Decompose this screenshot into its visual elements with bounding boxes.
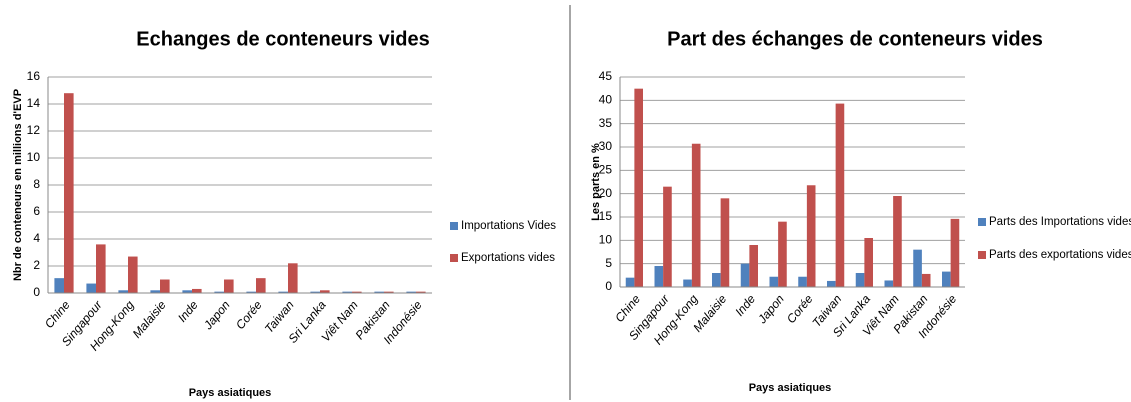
- bar: [246, 291, 256, 293]
- y-tick-label: 16: [27, 69, 41, 83]
- bar: [806, 185, 816, 287]
- x-tick-label: Inde: [732, 292, 758, 319]
- bar: [712, 273, 721, 287]
- legend-swatch: [450, 254, 458, 262]
- y-tick-label: 14: [27, 96, 41, 110]
- legend-label: Exportations vides: [461, 252, 555, 264]
- x-axis-label: Pays asiatiques: [749, 382, 832, 394]
- x-tick-label: Japon: [200, 298, 233, 333]
- bar: [182, 290, 192, 293]
- bar: [749, 245, 758, 287]
- bar: [310, 291, 320, 293]
- y-tick-label: 15: [599, 209, 613, 223]
- y-axis-label: Nbr de conteneurs en millions d'EVP: [12, 89, 24, 281]
- y-tick-label: 45: [599, 69, 613, 83]
- bar: [942, 271, 951, 287]
- y-tick-label: 8: [33, 177, 40, 191]
- bar: [827, 280, 836, 287]
- legend-label: Parts des exportations vides: [989, 249, 1131, 261]
- bar: [64, 93, 74, 293]
- bar: [691, 143, 701, 287]
- y-tick-label: 0: [605, 279, 612, 293]
- y-tick-label: 10: [27, 150, 41, 164]
- y-tick-label: 12: [27, 123, 41, 137]
- bar: [893, 196, 902, 287]
- bar: [192, 288, 202, 293]
- x-tick-label: Malaisie: [130, 298, 169, 341]
- bar: [634, 88, 643, 288]
- bar: [320, 290, 330, 293]
- bar: [950, 218, 960, 287]
- bar: [374, 291, 384, 293]
- bar: [884, 280, 894, 287]
- y-tick-label: 30: [599, 139, 613, 153]
- y-tick-label: 20: [599, 186, 613, 200]
- y-tick-label: 6: [33, 204, 40, 218]
- legend-swatch: [450, 222, 458, 230]
- y-tick-label: 0: [33, 285, 40, 299]
- legend-label: Importations Vides: [461, 220, 556, 232]
- x-axis-label: Pays asiatiques: [189, 387, 272, 399]
- bar: [663, 186, 672, 287]
- bar: [288, 263, 298, 293]
- y-tick-label: 35: [599, 116, 613, 130]
- bar: [384, 291, 394, 293]
- bar: [86, 283, 96, 293]
- bar: [256, 278, 266, 293]
- x-tick-label: Chine: [42, 298, 73, 331]
- bar: [118, 290, 128, 293]
- x-tick-label: Inde: [175, 298, 201, 325]
- bar: [96, 244, 106, 293]
- bar: [352, 291, 362, 293]
- bar: [740, 263, 750, 287]
- x-tick-label: Japon: [754, 292, 787, 327]
- y-tick-label: 2: [33, 258, 40, 272]
- bar: [416, 291, 426, 293]
- bar: [406, 291, 416, 293]
- bar: [855, 273, 865, 287]
- y-tick-label: 25: [599, 163, 613, 177]
- bar: [54, 278, 64, 293]
- bar: [798, 276, 807, 287]
- chart-title: Echanges de conteneurs vides: [136, 28, 429, 50]
- bar: [214, 291, 224, 293]
- bar: [654, 266, 664, 287]
- legend-swatch: [978, 218, 986, 226]
- bar: [342, 291, 352, 293]
- bar: [128, 256, 138, 293]
- y-tick-label: 40: [599, 93, 613, 107]
- bar: [913, 249, 922, 287]
- bar: [835, 103, 845, 287]
- y-tick-label: 5: [605, 256, 612, 270]
- y-axis-label: Les parts en %: [590, 143, 602, 221]
- bar: [921, 273, 931, 287]
- x-tick-label: Corée: [233, 298, 265, 332]
- bar: [625, 277, 635, 287]
- bar: [769, 276, 779, 287]
- bar: [864, 238, 873, 287]
- bar: [224, 279, 234, 293]
- legend-swatch: [978, 251, 986, 259]
- legend-label: Parts des Importations vides: [989, 216, 1131, 228]
- bar: [778, 221, 787, 287]
- bar: [683, 279, 692, 287]
- y-tick-label: 10: [599, 233, 613, 247]
- bar: [150, 290, 160, 293]
- bar: [278, 291, 288, 293]
- y-tick-label: 4: [33, 231, 40, 245]
- chart-title: Part des échanges de conteneurs vides: [667, 28, 1043, 50]
- bar: [720, 198, 730, 287]
- bar: [160, 279, 170, 293]
